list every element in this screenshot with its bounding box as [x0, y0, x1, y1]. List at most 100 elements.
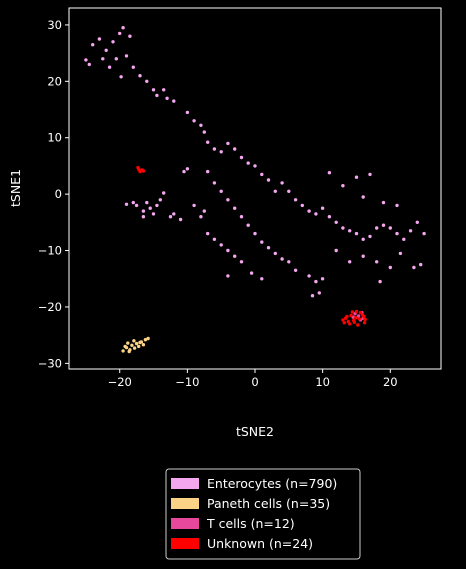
scatter-point [341, 184, 345, 188]
scatter-point [342, 321, 346, 325]
scatter-point [199, 215, 203, 219]
scatter-point [131, 65, 135, 69]
scatter-point [219, 243, 223, 247]
y-tick-label: 0 [55, 187, 62, 201]
scatter-point [91, 43, 95, 47]
scatter-point [260, 172, 264, 177]
scatter-point [212, 147, 217, 151]
scatter-point [141, 169, 146, 173]
scatter-point [97, 37, 102, 41]
scatter-point [354, 316, 358, 320]
scatter-point [246, 223, 250, 227]
y-axis-ticks: −30 −20 −10 0 10 20 30 [38, 18, 69, 370]
scatter-point [104, 48, 108, 52]
scatter-point [146, 336, 150, 341]
scatter-point [233, 254, 237, 258]
scatter-point [101, 57, 105, 61]
scatter-point [327, 215, 332, 219]
scatter-point [165, 96, 169, 101]
scatter-point [327, 171, 332, 175]
scatter-point [182, 169, 186, 174]
scatter-point [307, 274, 311, 278]
scatter-point [145, 200, 149, 205]
x-tick-label: 20 [383, 375, 398, 389]
scatter-point [148, 206, 152, 210]
x-tick-label: 10 [315, 375, 330, 389]
legend-swatch [171, 518, 199, 529]
scatter-point [212, 181, 217, 185]
scatter-point [388, 265, 392, 270]
scatter-point [239, 260, 244, 264]
y-tick-label: 30 [47, 18, 62, 32]
scatter-point [185, 110, 190, 115]
scatter-point [260, 277, 264, 281]
scatter-point [138, 340, 142, 345]
scatter-point [260, 240, 264, 244]
scatter-point [368, 234, 372, 239]
scatter-point [226, 141, 230, 146]
scatter-point [356, 314, 361, 318]
scatter-point [349, 313, 353, 318]
scatter-point [348, 260, 352, 264]
scatter-point [126, 341, 130, 345]
scatter-point [266, 178, 271, 182]
x-tick-label: 0 [251, 375, 258, 389]
scatter-point [361, 237, 365, 241]
x-tick-label: −10 [175, 375, 199, 389]
scatter-point [151, 212, 156, 216]
scatter-point [155, 203, 159, 208]
scatter-point [134, 341, 139, 346]
scatter-point [226, 248, 230, 253]
scatter-point [219, 189, 223, 193]
scatter-point [378, 279, 382, 284]
scatter-point [141, 343, 146, 347]
scatter-point [206, 231, 210, 236]
scatter-point [363, 317, 367, 322]
legend-swatch [171, 498, 199, 509]
scatter-point [361, 254, 365, 258]
points-layer [84, 26, 426, 354]
scatter-point [132, 346, 137, 350]
scatter-point [341, 318, 345, 322]
scatter-point [168, 215, 173, 219]
scatter-point [314, 212, 318, 216]
scatter-point [356, 323, 360, 327]
scatter-point [119, 75, 123, 79]
scatter-point [226, 274, 230, 278]
scatter-point [249, 271, 254, 275]
scatter-point [172, 99, 176, 103]
x-axis-label: tSNE2 [236, 424, 274, 439]
scatter-point [178, 217, 183, 222]
legend-entry-label: T cells (n=12) [206, 516, 295, 531]
scatter-point [381, 200, 386, 205]
scatter-point [253, 164, 257, 168]
scatter-point [124, 202, 129, 206]
scatter-point [162, 88, 166, 92]
scatter-point [317, 291, 321, 295]
scatter-point [280, 257, 284, 261]
scatter-point [219, 150, 223, 154]
scatter-point [266, 246, 271, 250]
scatter-point [395, 231, 399, 236]
scatter-point [246, 161, 250, 165]
scatter-point [253, 231, 257, 236]
scatter-point [158, 198, 162, 202]
scatter-point [287, 189, 291, 193]
y-axis-label: tSNE1 [8, 169, 23, 207]
scatter-point [202, 130, 206, 134]
scatter-point [121, 26, 125, 30]
scatter-point [293, 268, 298, 272]
scatter-point [233, 206, 237, 210]
scatter-point [415, 220, 419, 224]
scatter-point [151, 88, 156, 92]
scatter-point [143, 338, 148, 342]
scatter-point [320, 206, 325, 210]
scatter-point [341, 226, 345, 230]
scatter-point [185, 167, 190, 171]
scatter-point [131, 200, 135, 205]
scatter-point [206, 140, 210, 144]
scatter-point [124, 54, 129, 58]
scatter-point [402, 237, 406, 241]
scatter-point [107, 65, 112, 69]
scatter-point [348, 322, 352, 326]
